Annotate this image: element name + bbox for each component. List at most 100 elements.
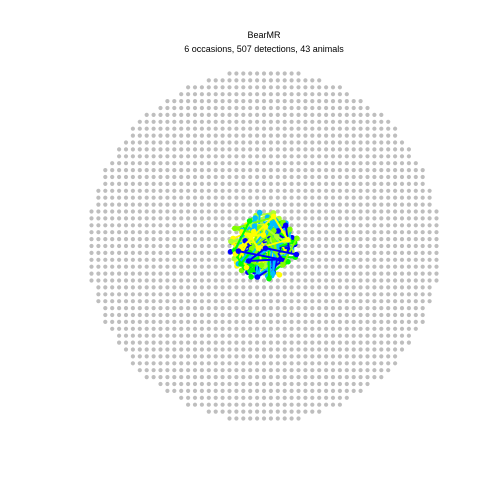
detector-point bbox=[406, 319, 411, 324]
detector-point bbox=[158, 133, 163, 138]
detector-point bbox=[434, 237, 439, 242]
detector-point bbox=[144, 278, 149, 283]
detector-point bbox=[372, 161, 377, 166]
detector-point bbox=[192, 188, 198, 193]
detector-point bbox=[386, 271, 391, 276]
detector-point bbox=[192, 250, 198, 255]
detector-point bbox=[324, 395, 329, 400]
detector-point bbox=[206, 161, 211, 166]
detector-point bbox=[213, 409, 218, 414]
detector-point bbox=[420, 319, 425, 324]
detector-point bbox=[386, 174, 391, 180]
detector-point bbox=[192, 312, 198, 318]
detector-point bbox=[358, 147, 363, 152]
detector-point bbox=[248, 368, 253, 373]
detector-point bbox=[213, 250, 218, 255]
detector-point bbox=[337, 85, 342, 90]
detector-point bbox=[330, 257, 336, 262]
detector-point bbox=[158, 257, 163, 262]
detector-point bbox=[130, 243, 135, 249]
detector-point bbox=[255, 174, 260, 180]
detector-point bbox=[303, 99, 308, 104]
detector-point bbox=[213, 154, 218, 159]
detector-point bbox=[123, 174, 129, 180]
detector-point bbox=[351, 354, 356, 359]
detector-point bbox=[351, 154, 356, 159]
detector-point bbox=[303, 168, 308, 173]
detector-point bbox=[165, 347, 170, 352]
detector-point bbox=[427, 230, 432, 235]
detector-point bbox=[130, 216, 135, 221]
detector-point bbox=[110, 278, 115, 283]
detector-point bbox=[199, 140, 204, 145]
detector-point bbox=[296, 326, 301, 331]
detector-point bbox=[130, 340, 135, 345]
detector-point bbox=[117, 250, 122, 255]
detector-point bbox=[386, 223, 391, 228]
detector-point bbox=[386, 285, 391, 290]
detector-point bbox=[296, 161, 301, 166]
detection-point bbox=[285, 258, 291, 265]
detector-point bbox=[275, 361, 280, 366]
detector-point bbox=[379, 119, 384, 124]
detector-point bbox=[213, 340, 218, 345]
detector-point bbox=[261, 312, 267, 318]
detector-point bbox=[158, 105, 163, 111]
detector-point bbox=[351, 243, 356, 249]
detector-point bbox=[358, 292, 363, 297]
detector-point bbox=[275, 299, 280, 304]
detector-point bbox=[255, 368, 260, 373]
detector-point bbox=[386, 292, 391, 297]
detector-point bbox=[337, 99, 342, 104]
detector-point bbox=[179, 361, 184, 366]
detector-point bbox=[337, 306, 342, 311]
detector-point bbox=[413, 243, 418, 249]
detector-point bbox=[241, 126, 246, 131]
detector-point bbox=[372, 202, 377, 207]
detector-point bbox=[303, 306, 308, 311]
detector-point bbox=[144, 257, 149, 262]
detector-point bbox=[372, 292, 377, 297]
detector-point bbox=[248, 174, 253, 180]
detector-point bbox=[158, 264, 163, 269]
detector-point bbox=[213, 188, 218, 193]
detector-point bbox=[179, 375, 184, 380]
detector-point bbox=[413, 264, 418, 269]
detector-point bbox=[330, 333, 336, 338]
detector-point bbox=[117, 181, 122, 186]
detector-point bbox=[179, 133, 184, 138]
detector-point bbox=[192, 195, 198, 200]
detector-point bbox=[144, 216, 149, 221]
detector-point bbox=[89, 250, 94, 255]
detector-point bbox=[427, 271, 432, 276]
detector-point bbox=[179, 243, 184, 249]
detector-point bbox=[144, 243, 149, 249]
detector-point bbox=[337, 388, 342, 393]
detector-point bbox=[255, 202, 260, 207]
detector-point bbox=[310, 92, 315, 97]
detector-point bbox=[317, 119, 322, 124]
detector-point bbox=[324, 126, 329, 131]
detector-point bbox=[130, 292, 135, 297]
detector-point bbox=[275, 202, 280, 207]
detector-point bbox=[282, 105, 287, 111]
detector-point bbox=[192, 381, 198, 387]
detector-point bbox=[103, 209, 108, 214]
detector-point bbox=[130, 161, 135, 166]
detector-point bbox=[372, 243, 377, 249]
detector-point bbox=[330, 202, 336, 207]
detector-point bbox=[241, 312, 246, 318]
detector-point bbox=[248, 319, 253, 324]
detector-point bbox=[337, 92, 342, 97]
detector-point bbox=[165, 161, 170, 166]
detector-point bbox=[103, 299, 108, 304]
detector-point bbox=[248, 416, 253, 421]
detector-point bbox=[261, 126, 267, 131]
detector-point bbox=[151, 347, 156, 352]
detector-point bbox=[289, 271, 294, 276]
detector-point bbox=[358, 257, 363, 262]
detector-point bbox=[324, 188, 329, 193]
detector-point bbox=[330, 271, 336, 276]
detector-point bbox=[296, 85, 301, 90]
detector-point bbox=[241, 347, 246, 352]
